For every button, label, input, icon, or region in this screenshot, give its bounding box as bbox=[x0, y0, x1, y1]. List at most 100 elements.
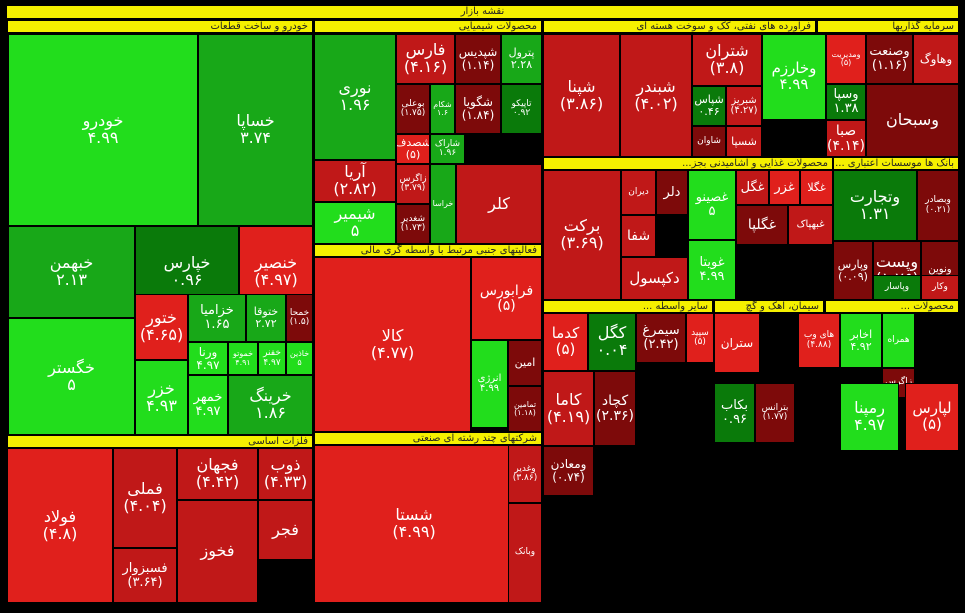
tile-1-sector-8[interactable]: کالا (۴.۷۷) bbox=[314, 257, 471, 432]
tile-1-sector-2[interactable]: پترول ۲.۲۸ bbox=[501, 34, 542, 84]
tile-2-sector-4[interactable]: ومدیریت (۵) bbox=[826, 34, 866, 84]
tile-10-sector-2[interactable]: شصدف (۵) bbox=[396, 134, 430, 164]
tile-13-sector-2[interactable]: شیمیر ۵ bbox=[314, 202, 396, 244]
tile-change: (۴.۸) bbox=[42, 523, 78, 543]
tile-symbol: وسبحان bbox=[886, 110, 939, 130]
tile-7-sector-2[interactable]: شکام ۱.۶ bbox=[430, 84, 455, 134]
tile-5-sector-12[interactable]: ومعادن (۰.۷۴) bbox=[543, 446, 594, 496]
tile-14-sector-2[interactable]: شغدیر (۱.۷۳) bbox=[396, 204, 430, 244]
tile-12-sector-1[interactable]: ورنا ۴.۹۷ bbox=[188, 342, 228, 375]
tile-5-sector-3[interactable]: شبریز (۴.۲۷) bbox=[726, 86, 762, 126]
tile-5-sector-5[interactable]: دکپسول bbox=[621, 257, 688, 300]
tile-2-sector-11[interactable]: سپید (۵) bbox=[686, 313, 714, 363]
tile-5-sector-8[interactable]: تمامین (۱.۱۸) bbox=[508, 386, 542, 432]
tile-8-sector-1[interactable]: خزامیا ۱.۶۵ bbox=[188, 294, 246, 342]
tile-17-sector-1[interactable]: خرینگ ۱.۸۶ bbox=[228, 375, 313, 435]
tile-3-sector-14[interactable]: بترانس (۱.۷۷) bbox=[755, 383, 795, 443]
tile-16-sector-1[interactable]: خمهر ۴.۹۷ bbox=[188, 375, 228, 435]
tile-1-sector-13[interactable]: اخابر ۴.۹۲ bbox=[840, 313, 882, 368]
tile-5-sector-4[interactable]: وسپا ۱.۳۸ bbox=[826, 84, 866, 120]
tile-3-sector-3[interactable]: شپنا (۳.۸۶) bbox=[543, 34, 620, 157]
tile-4-sector-4[interactable]: وهاوگ bbox=[913, 34, 959, 84]
tile-2-sector-9[interactable]: فملی (۴.۰۴) bbox=[113, 448, 177, 548]
tile-5-sector-2[interactable]: تاپیکو ۰.۹۲ bbox=[501, 84, 542, 134]
tile-2-sector-5[interactable]: دیران bbox=[621, 170, 656, 215]
tile-4-sector-5[interactable]: شفا bbox=[621, 215, 656, 257]
tile-1-sector-10[interactable]: شستا (۴.۹۹) bbox=[314, 445, 514, 603]
tile-16-sector-2[interactable]: کلر bbox=[456, 164, 542, 244]
tile-7-sector-7[interactable]: وکار bbox=[921, 275, 959, 300]
tile-5-sector-9[interactable]: فسبزوار (۳.۶۴) bbox=[113, 548, 177, 603]
tile-3-sector-2[interactable]: فارس (۴.۱۶) bbox=[396, 34, 455, 84]
tile-7-sector-6[interactable]: غبهپاک bbox=[788, 205, 833, 245]
tile-6-sector-3[interactable]: شاوان bbox=[692, 126, 726, 157]
tile-4-sector-8[interactable]: امین bbox=[508, 340, 542, 386]
tile-1-sector-7[interactable]: وتجارت ۱.۳۱ bbox=[833, 170, 917, 241]
tile-11-sector-1[interactable]: خزر ۴.۹۳ bbox=[135, 360, 188, 435]
tile-6-sector-1[interactable]: خگستر ۵ bbox=[8, 318, 135, 435]
tile-7-sector-4[interactable]: وسبحان bbox=[866, 84, 959, 157]
tile-1-sector-12[interactable]: کدما (۵) bbox=[543, 313, 588, 371]
tile-6-sector-7[interactable]: وپاسار bbox=[873, 275, 921, 300]
tile-13-sector-1[interactable]: خموتو ۴.۹۱ bbox=[228, 342, 258, 375]
tile-9-sector-1[interactable]: ختوقا ۲.۷۲ bbox=[246, 294, 286, 342]
tile-3-sector-1[interactable]: خبهمن ۲.۱۳ bbox=[8, 226, 135, 318]
tile-4-sector-12[interactable]: کچاد (۲.۳۶) bbox=[594, 371, 636, 446]
tile-3-sector-9[interactable]: فجهان (۴.۴۲) bbox=[177, 448, 258, 500]
tile-7-sector-3[interactable]: شسپا bbox=[726, 126, 762, 157]
tile-15-sector-2[interactable]: خراسا bbox=[430, 164, 456, 244]
tile-2-sector-13[interactable]: های وب (۴.۸۸) bbox=[798, 313, 840, 368]
tile-2-sector-10[interactable]: وغدیر (۳.۸۶) bbox=[508, 445, 542, 503]
tile-6-sector-9[interactable]: فجر bbox=[258, 500, 313, 560]
tile-2-sector-6[interactable]: غگل bbox=[736, 170, 769, 205]
tile-symbol: پترول bbox=[508, 46, 535, 60]
tile-4-sector-2[interactable]: نوری ۱.۹۶ bbox=[314, 34, 396, 160]
tile-2-sector-7[interactable]: وبصادر (۰.۲۱) bbox=[917, 170, 959, 241]
tile-5-sector-6[interactable]: غویتا ۴.۹۹ bbox=[688, 240, 736, 300]
tile-symbol: برکت bbox=[563, 216, 601, 236]
tile-1-sector-3[interactable]: شتران (۳.۸) bbox=[692, 34, 762, 86]
tile-4-sector-9[interactable]: ذوب (۴.۳۳) bbox=[258, 448, 313, 500]
tile-7-sector-9[interactable]: فخوز bbox=[177, 500, 258, 603]
tile-3-sector-4[interactable]: وصنعت (۱.۱۶) bbox=[866, 34, 913, 84]
tile-3-sector-12[interactable]: کاما (۴.۱۹) bbox=[543, 371, 594, 446]
tile-11-sector-2[interactable]: آریا (۲.۸۲) bbox=[314, 160, 396, 202]
tile-2-sector-3[interactable]: شبندر (۴.۰۲) bbox=[620, 34, 692, 157]
tile-symbol: ستران bbox=[720, 335, 754, 350]
tile-2-sector-14[interactable]: لپارس (۵) bbox=[905, 383, 959, 451]
tile-6-sector-6[interactable]: غگلپا bbox=[736, 205, 788, 245]
tile-2-sector-8[interactable]: فرابورس (۵) bbox=[471, 257, 542, 340]
tile-3-sector-7[interactable]: وپارس (۰.۰۹) bbox=[833, 241, 873, 300]
tile-14-sector-1[interactable]: خفنر ۴.۹۷ bbox=[258, 342, 286, 375]
tile-3-sector-11[interactable]: ستران bbox=[714, 313, 760, 373]
tile-1-sector-6[interactable]: غصینو ۵ bbox=[688, 170, 736, 240]
tile-2-sector-12[interactable]: کگل ۰.۰۴ bbox=[588, 313, 636, 371]
tile-4-sector-14[interactable]: بکاب ۰.۹۶ bbox=[714, 383, 755, 443]
tile-2-sector-2[interactable]: شپدیس (۱.۱۴) bbox=[455, 34, 501, 84]
tile-3-sector-5[interactable]: دلر bbox=[656, 170, 688, 215]
tile-8-sector-2[interactable]: بوعلی (۱.۷۵) bbox=[396, 84, 430, 134]
tile-1-sector-4[interactable]: وخارزم ۴.۹۹ bbox=[762, 34, 826, 120]
tile-1-sector-9[interactable]: فولاد (۴.۸) bbox=[7, 448, 113, 603]
tile-1-sector-14[interactable]: رمپنا ۴.۹۷ bbox=[840, 383, 899, 451]
tile-9-sector-2[interactable]: شاراک ۱.۹۶ bbox=[430, 134, 465, 164]
tile-2-sector-1[interactable]: خساپا ۳.۷۴ bbox=[198, 34, 313, 226]
tile-10-sector-1[interactable]: خمحا (۱.۵) bbox=[286, 294, 313, 342]
tile-3-sector-10[interactable]: وبانک bbox=[508, 503, 542, 603]
tile-3-sector-8[interactable]: انرژی ۴.۹۹ bbox=[471, 340, 508, 428]
tile-6-sector-4[interactable]: صبا (۴.۱۴) bbox=[826, 120, 866, 157]
tile-1-sector-11[interactable]: سیمرغ (۲.۴۲) bbox=[636, 313, 686, 363]
tile-4-sector-3[interactable]: شپاس ۰.۴۶ bbox=[692, 86, 726, 126]
tile-7-sector-1[interactable]: ختور (۴.۶۵) bbox=[135, 294, 188, 360]
tile-12-sector-2[interactable]: زاگرس (۳.۷۹) bbox=[396, 164, 430, 204]
tile-3-sector-6[interactable]: غزر bbox=[769, 170, 800, 205]
tile-1-sector-1[interactable]: خودرو ۴.۹۹ bbox=[8, 34, 198, 226]
tile-15-sector-1[interactable]: خاذین ۵ bbox=[286, 342, 313, 375]
tile-symbol: خاذین bbox=[289, 349, 310, 359]
tile-1-sector-5[interactable]: برکت (۳.۶۹) bbox=[543, 170, 621, 300]
tile-6-sector-2[interactable]: شگویا (۱.۸۴) bbox=[455, 84, 501, 134]
tile-4-sector-6[interactable]: غگلا bbox=[800, 170, 833, 205]
tile-3-sector-13[interactable]: همراه bbox=[882, 313, 915, 368]
tile-change: (۰.۰۹) bbox=[838, 269, 868, 283]
